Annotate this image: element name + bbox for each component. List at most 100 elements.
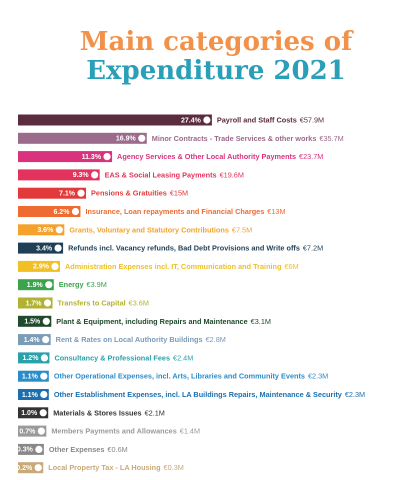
category-name: Insurance, Loan repayments and Financial… (85, 207, 264, 216)
bar (18, 206, 81, 217)
bar (18, 334, 51, 346)
value-label: 3.4% (36, 245, 53, 252)
amount-label: €13M (267, 207, 285, 216)
bar-end-dot (40, 372, 48, 380)
category-label: Plant & Equipment, including Repairs and… (56, 317, 271, 326)
category-label: Refunds incl. Vacancy refunds, Bad Debt … (68, 244, 323, 253)
value-label: 1.1% (22, 374, 39, 381)
bar-end-dot (138, 134, 146, 142)
value-label: 1.0% (21, 410, 38, 417)
bar (18, 151, 113, 163)
amount-label: €15M (170, 189, 188, 198)
value-label: 1.4% (24, 337, 41, 344)
category-label: EAS & Social Leasing Payments €19.6M (105, 170, 244, 179)
category-label: Energy €3.9M (59, 280, 107, 289)
bar-end-dot (40, 354, 49, 362)
category-name: Members Payments and Allowances (51, 427, 176, 436)
category-name: Refunds incl. Vacancy refunds, Bad Debt … (68, 244, 300, 253)
value-label: 9.3% (73, 172, 90, 179)
bar (18, 462, 44, 474)
category-name: Other Expenses (49, 445, 105, 454)
value-label: 1.7% (26, 300, 43, 307)
bar (18, 407, 49, 419)
bar-end-dot (37, 427, 45, 435)
bar-end-dot (77, 189, 85, 197)
title-line-2: Expenditure 2021 (86, 56, 346, 86)
category-label: Consultancy & Professional Fees €2.4M (54, 353, 193, 362)
bar (18, 242, 64, 254)
category-label: Local Property Tax - LA Housing €0.3M (48, 463, 184, 472)
bar (18, 132, 147, 144)
bar-end-dot (55, 226, 63, 234)
category-name: Payroll and Staff Costs (217, 115, 297, 124)
amount-label: €23.7M (299, 152, 323, 161)
category-label: Members Payments and Allowances €1.4M (51, 427, 200, 436)
amount-label: €1.4M (180, 427, 200, 436)
category-label: Other Operational Expenses, incl. Arts, … (54, 372, 328, 381)
bar (18, 389, 49, 400)
bar-end-dot (34, 464, 42, 472)
bar-end-dot (103, 153, 111, 161)
bar (18, 260, 60, 272)
value-label: 1.5% (24, 319, 41, 326)
bar-end-dot (35, 445, 43, 453)
bar-end-dot (45, 281, 53, 289)
category-name: Minor Contracts - Trade Services & other… (152, 134, 317, 143)
value-label: 6.2% (53, 209, 70, 216)
amount-label: €7.5M (232, 225, 252, 234)
amount-label: €3.6M (129, 298, 149, 307)
value-label: 3.6% (37, 227, 54, 234)
category-name: Materials & Stores Issues (53, 408, 141, 417)
value-label: 1.9% (27, 282, 44, 289)
amount-label: €35.7M (319, 134, 343, 143)
category-name: Transfers to Capital (58, 298, 126, 307)
category-label: Insurance, Loan repayments and Financial… (85, 207, 285, 216)
category-name: Rent & Rates on Local Authority Building… (56, 335, 203, 344)
category-name: Administration Expenses incl. IT, Commun… (65, 262, 282, 271)
amount-label: €3.9M (87, 280, 107, 289)
category-name: Plant & Equipment, including Repairs and… (56, 317, 247, 326)
value-label: 1.2% (22, 355, 39, 362)
bar (18, 224, 65, 236)
value-label: 0.3% (17, 447, 34, 454)
bar (18, 425, 47, 437)
amount-label: €0.6M (107, 445, 127, 454)
value-label: 16.9% (116, 136, 137, 143)
value-label: 7.1% (59, 191, 76, 198)
bar (18, 114, 212, 126)
category-name: Grants, Voluntary and Statutory Contribu… (69, 225, 229, 234)
category-name: Agency Services & Other Local Authority … (117, 152, 296, 161)
amount-label: €7.2M (303, 244, 323, 253)
category-name: EAS & Social Leasing Payments (105, 170, 217, 179)
category-label: Pensions & Gratuities €15M (91, 189, 188, 198)
value-label: 27.4% (181, 117, 202, 124)
bar (18, 297, 53, 309)
category-label: Materials & Stores Issues €2.1M (53, 408, 165, 417)
category-label: Other Establishment Expenses, incl. LA B… (54, 390, 365, 399)
category-name: Local Property Tax - LA Housing (48, 463, 160, 472)
category-name: Other Establishment Expenses, incl. LA B… (54, 390, 343, 399)
category-label: Minor Contracts - Trade Services & other… (152, 134, 344, 143)
value-label: 2.9% (33, 264, 50, 271)
amount-label: €6M (284, 262, 298, 271)
amount-label: €2.1M (145, 408, 165, 417)
amount-label: €3.1M (251, 317, 271, 326)
bar (18, 352, 50, 364)
bar (18, 279, 54, 291)
category-label: Other Expenses €0.6M (49, 445, 128, 454)
value-label: 11.3% (82, 154, 102, 161)
value-label: 0.2% (16, 465, 33, 472)
bar-end-dot (42, 336, 50, 344)
amount-label: €2.3M (308, 372, 328, 381)
amount-label: €2.3M (345, 390, 365, 399)
category-label: Transfers to Capital €3.6M (58, 298, 149, 307)
category-label: Grants, Voluntary and Statutory Contribu… (69, 225, 252, 234)
value-label: 0.7% (19, 428, 36, 435)
bar-end-dot (71, 207, 80, 216)
amount-label: €2.8M (206, 335, 226, 344)
bar-end-dot (51, 262, 59, 270)
bar (18, 370, 49, 382)
category-label: Administration Expenses incl. IT, Commun… (65, 262, 299, 271)
amount-label: €57.9M (300, 115, 324, 124)
